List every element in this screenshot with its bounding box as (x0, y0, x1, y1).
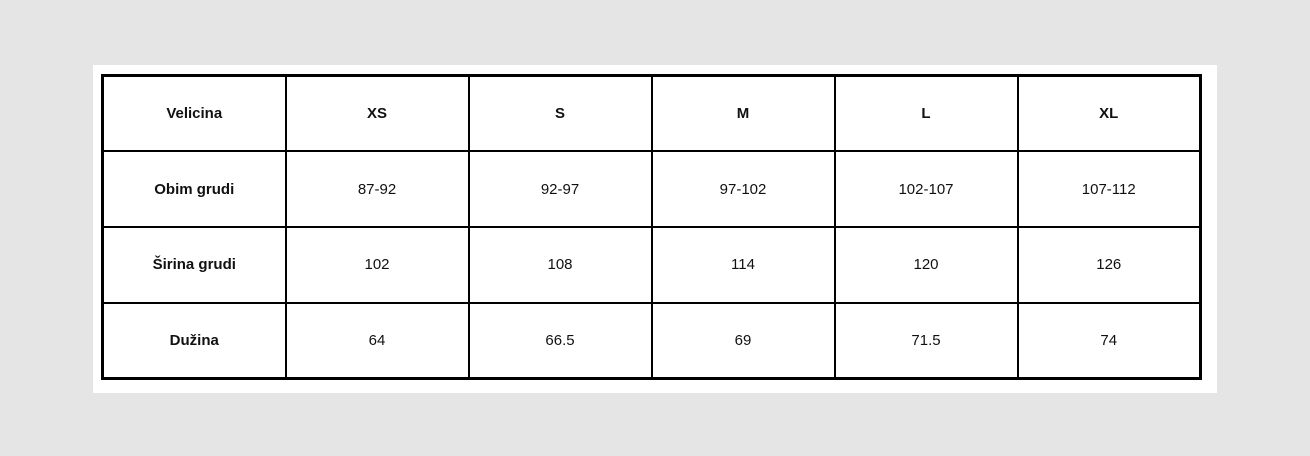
table-cell: 102 (284, 226, 470, 304)
header-cell: M (650, 74, 836, 153)
table-row: Širina grudi 102 108 114 120 126 (101, 226, 1202, 304)
row-label: Obim grudi (101, 150, 287, 228)
header-cell: Velicina (101, 74, 287, 153)
table-header-row: Velicina XS S M L XL (101, 74, 1202, 153)
table-cell: 126 (1016, 226, 1202, 304)
table-cell: 114 (650, 226, 836, 304)
table-cell: 102-107 (833, 150, 1019, 228)
table-cell: 107-112 (1016, 150, 1202, 228)
table-row: Dužina 64 66.5 69 71.5 74 (101, 301, 1202, 380)
row-label: Širina grudi (101, 226, 287, 304)
table-cell: 74 (1016, 301, 1202, 380)
table-cell: 92-97 (467, 150, 653, 228)
row-label: Dužina (101, 301, 287, 380)
table-cell: 64 (284, 301, 470, 380)
table-cell: 108 (467, 226, 653, 304)
table-cell: 87-92 (284, 150, 470, 228)
table-cell: 66.5 (467, 301, 653, 380)
table-row: Obim grudi 87-92 92-97 97-102 102-107 10… (101, 150, 1202, 228)
size-chart-table: Velicina XS S M L XL Obim grudi 87-92 92… (101, 74, 1202, 380)
header-cell: XL (1016, 74, 1202, 153)
document-page: Velicina XS S M L XL Obim grudi 87-92 92… (93, 65, 1217, 393)
table-cell: 120 (833, 226, 1019, 304)
table-cell: 97-102 (650, 150, 836, 228)
header-cell: S (467, 74, 653, 153)
header-cell: XS (284, 74, 470, 153)
header-cell: L (833, 74, 1019, 153)
table-cell: 71.5 (833, 301, 1019, 380)
table-cell: 69 (650, 301, 836, 380)
